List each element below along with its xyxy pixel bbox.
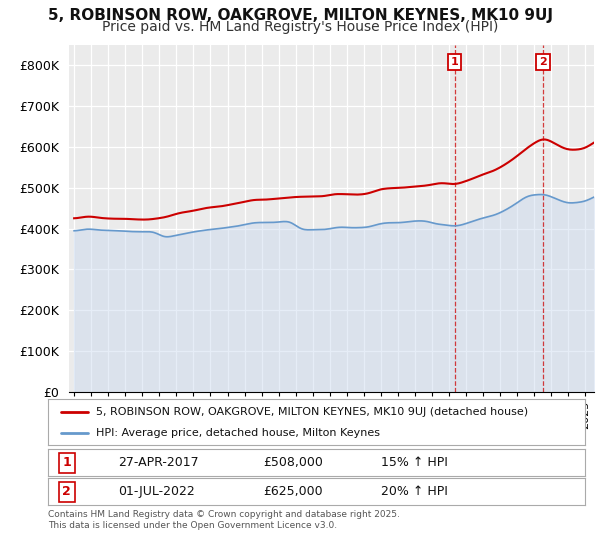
Text: HPI: Average price, detached house, Milton Keynes: HPI: Average price, detached house, Milt… [97,428,380,438]
Text: 2: 2 [62,485,71,498]
Text: 01-JUL-2022: 01-JUL-2022 [118,485,194,498]
Text: 15% ↑ HPI: 15% ↑ HPI [381,456,448,469]
Text: Price paid vs. HM Land Registry's House Price Index (HPI): Price paid vs. HM Land Registry's House … [102,20,498,34]
Text: £625,000: £625,000 [263,485,322,498]
Text: 5, ROBINSON ROW, OAKGROVE, MILTON KEYNES, MK10 9UJ: 5, ROBINSON ROW, OAKGROVE, MILTON KEYNES… [47,8,553,24]
Text: 20% ↑ HPI: 20% ↑ HPI [381,485,448,498]
Text: £508,000: £508,000 [263,456,323,469]
Text: 1: 1 [451,57,458,67]
Text: 5, ROBINSON ROW, OAKGROVE, MILTON KEYNES, MK10 9UJ (detached house): 5, ROBINSON ROW, OAKGROVE, MILTON KEYNES… [97,407,529,417]
Text: Contains HM Land Registry data © Crown copyright and database right 2025.
This d: Contains HM Land Registry data © Crown c… [48,510,400,530]
Text: 2: 2 [539,57,547,67]
Text: 1: 1 [62,456,71,469]
Text: 27-APR-2017: 27-APR-2017 [118,456,199,469]
